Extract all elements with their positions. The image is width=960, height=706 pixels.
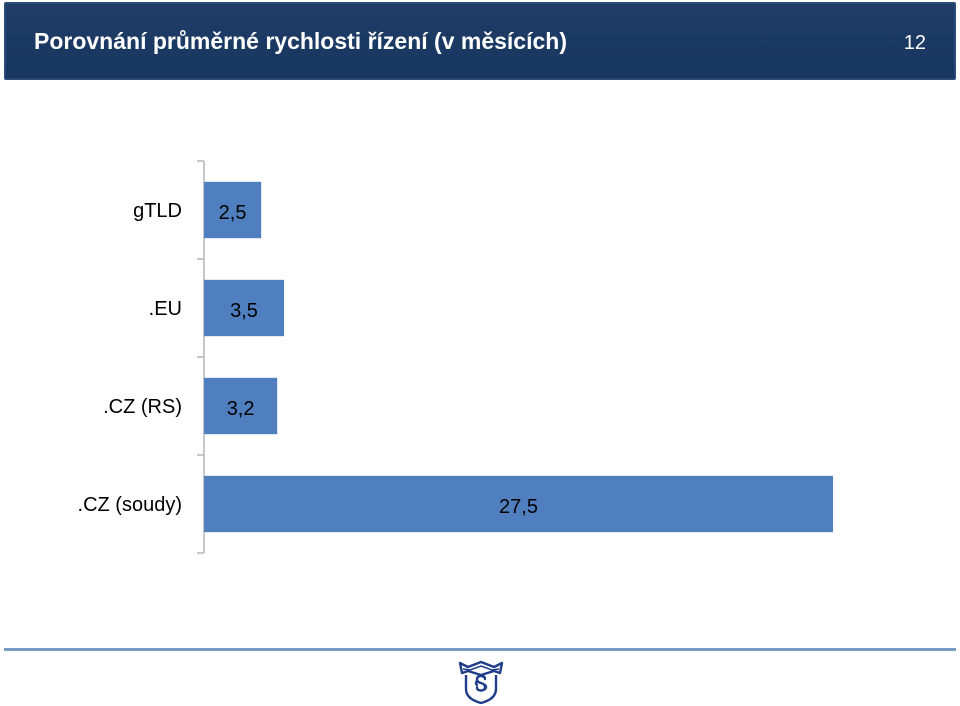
bar-3 xyxy=(204,475,833,533)
category-axis xyxy=(197,160,205,554)
category-label: .CZ (RS) xyxy=(103,396,182,418)
bars xyxy=(204,181,833,533)
slide-header: Porovnání průměrné rychlosti řízení (v m… xyxy=(4,2,956,80)
slide-title: Porovnání průměrné rychlosti řízení (v m… xyxy=(34,28,567,54)
category-labels: gTLD .EU .CZ (RS) .CZ (soudy) xyxy=(78,200,182,516)
category-label: .EU xyxy=(149,298,182,320)
category-label: .CZ (soudy) xyxy=(78,494,182,516)
value-label: 2,5 xyxy=(219,202,247,224)
footer-divider xyxy=(4,648,956,651)
value-label: 27,5 xyxy=(499,496,538,518)
bar-chart: gTLD .EU .CZ (RS) .CZ (soudy) 2,5 3,5 3,2 27,5 xyxy=(78,160,833,554)
bar-0 xyxy=(204,181,262,239)
bar-2 xyxy=(204,377,278,435)
bar-1 xyxy=(204,279,285,337)
court-shield-paragraph-logo-icon xyxy=(458,660,504,705)
slide-number: 12 xyxy=(903,32,926,54)
value-label: 3,5 xyxy=(230,300,258,322)
value-label: 3,2 xyxy=(227,398,255,420)
value-labels: 2,5 3,5 3,2 27,5 xyxy=(219,202,538,518)
category-label: gTLD xyxy=(133,200,182,222)
